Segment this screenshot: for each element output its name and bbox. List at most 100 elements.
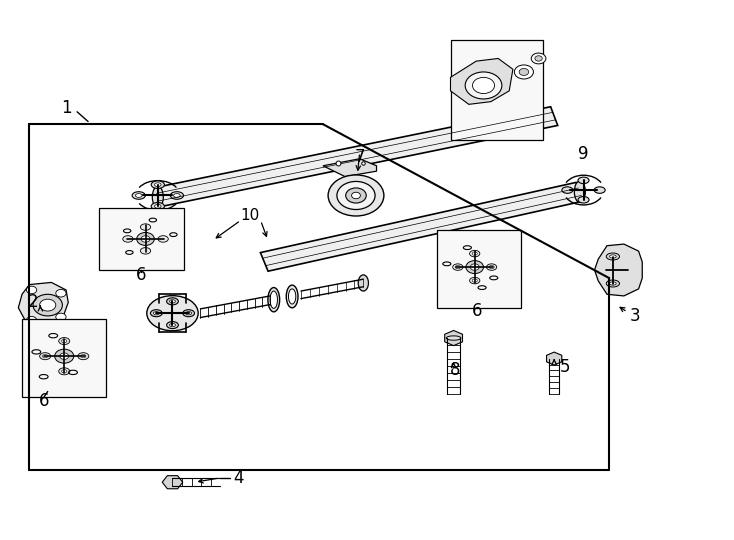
Text: 10: 10 [240, 208, 259, 224]
Ellipse shape [574, 181, 586, 202]
Ellipse shape [78, 353, 89, 360]
Text: 2: 2 [28, 293, 38, 312]
Circle shape [346, 188, 366, 203]
Ellipse shape [167, 298, 178, 305]
Ellipse shape [132, 192, 145, 199]
Ellipse shape [455, 266, 460, 269]
Circle shape [473, 77, 495, 93]
Polygon shape [547, 352, 562, 365]
Ellipse shape [170, 323, 175, 327]
Polygon shape [323, 159, 377, 177]
Polygon shape [445, 330, 462, 346]
Circle shape [59, 353, 68, 360]
Circle shape [26, 316, 37, 324]
Circle shape [337, 181, 375, 210]
Bar [99, 208, 184, 270]
Circle shape [535, 56, 542, 61]
Polygon shape [595, 244, 642, 296]
Bar [451, 40, 543, 140]
Ellipse shape [606, 253, 619, 260]
Text: 3: 3 [630, 307, 640, 325]
Circle shape [328, 175, 384, 216]
Ellipse shape [609, 282, 616, 285]
Text: 5: 5 [560, 358, 570, 376]
Polygon shape [18, 282, 68, 327]
Ellipse shape [140, 224, 150, 230]
Ellipse shape [174, 194, 181, 197]
Ellipse shape [153, 186, 163, 208]
Ellipse shape [147, 296, 198, 330]
Text: 7: 7 [355, 147, 365, 166]
Ellipse shape [489, 266, 494, 269]
Text: 1: 1 [61, 99, 71, 117]
Ellipse shape [170, 192, 184, 199]
Ellipse shape [151, 202, 164, 210]
Circle shape [56, 289, 66, 297]
Circle shape [515, 65, 534, 79]
Text: 8: 8 [450, 361, 460, 379]
Ellipse shape [186, 312, 192, 315]
Ellipse shape [472, 279, 477, 282]
Text: 4: 4 [233, 469, 244, 487]
Ellipse shape [167, 322, 178, 328]
Ellipse shape [153, 312, 159, 315]
Ellipse shape [578, 197, 589, 203]
Ellipse shape [135, 194, 142, 197]
Bar [22, 319, 106, 397]
Circle shape [519, 69, 528, 76]
Ellipse shape [578, 177, 589, 184]
Ellipse shape [472, 252, 477, 255]
Ellipse shape [81, 355, 86, 358]
Ellipse shape [595, 187, 605, 193]
Ellipse shape [140, 247, 150, 254]
Ellipse shape [562, 187, 573, 193]
Ellipse shape [154, 183, 161, 186]
Circle shape [466, 261, 484, 274]
Circle shape [531, 53, 546, 64]
Ellipse shape [453, 264, 463, 271]
Circle shape [352, 192, 360, 199]
Circle shape [26, 286, 37, 294]
Text: 9: 9 [578, 145, 589, 163]
Text: 6: 6 [472, 301, 482, 320]
Polygon shape [154, 107, 558, 206]
Circle shape [54, 349, 73, 363]
Ellipse shape [288, 289, 296, 304]
Ellipse shape [40, 353, 51, 360]
Ellipse shape [62, 340, 67, 343]
Ellipse shape [123, 235, 133, 242]
Ellipse shape [59, 338, 70, 345]
Ellipse shape [268, 287, 280, 312]
Circle shape [141, 235, 150, 242]
Ellipse shape [151, 181, 164, 188]
Ellipse shape [43, 355, 48, 358]
Circle shape [56, 313, 66, 321]
Ellipse shape [270, 291, 277, 308]
Polygon shape [162, 476, 183, 489]
Ellipse shape [158, 235, 168, 242]
Polygon shape [261, 183, 584, 271]
Ellipse shape [154, 205, 161, 208]
Ellipse shape [470, 251, 480, 257]
Ellipse shape [62, 370, 67, 373]
Bar [437, 230, 521, 308]
Ellipse shape [286, 285, 298, 308]
Ellipse shape [446, 336, 461, 340]
Ellipse shape [150, 310, 162, 316]
Ellipse shape [59, 368, 70, 375]
Ellipse shape [183, 310, 195, 316]
Ellipse shape [358, 275, 368, 291]
Circle shape [40, 299, 56, 311]
Circle shape [470, 264, 479, 271]
Ellipse shape [470, 278, 480, 284]
Text: 6: 6 [136, 266, 146, 285]
Circle shape [33, 294, 62, 316]
Ellipse shape [609, 255, 616, 258]
Ellipse shape [606, 280, 619, 287]
Circle shape [465, 72, 502, 99]
Polygon shape [451, 58, 513, 104]
Text: 6: 6 [39, 392, 49, 410]
Circle shape [137, 232, 154, 245]
Ellipse shape [170, 300, 175, 303]
Ellipse shape [487, 264, 497, 271]
